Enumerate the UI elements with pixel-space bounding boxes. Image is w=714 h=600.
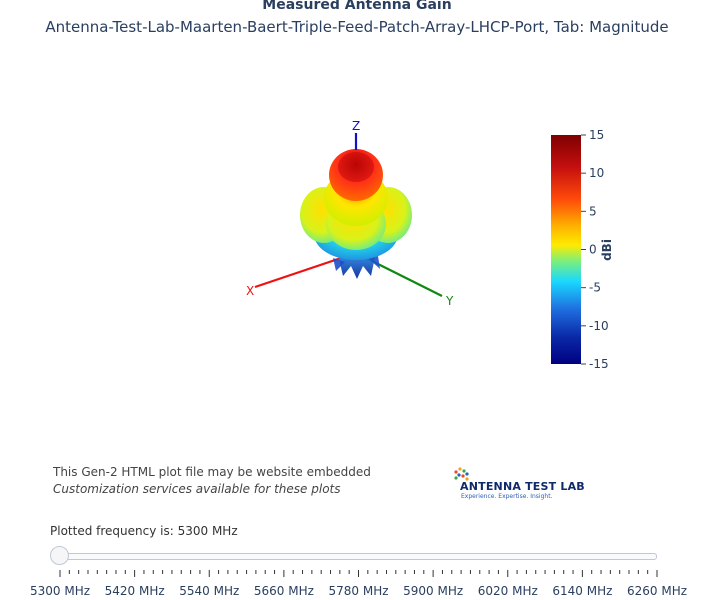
colorbar: 15 10 5 0 -5 -10 -15 dBi <box>551 128 614 371</box>
frequency-slider-track[interactable] <box>60 553 657 560</box>
colorbar-tick-label: 5 <box>589 204 597 218</box>
chart-subtitle: Antenna-Test-Lab-Maarten-Baert-Triple-Fe… <box>45 18 669 36</box>
slider-tick-label[interactable]: 5300 MHz <box>30 584 90 598</box>
slider-tick-label[interactable]: 6020 MHz <box>478 584 538 598</box>
customization-note: Customization services available for the… <box>53 482 341 496</box>
y-axis-label: Y <box>445 294 454 308</box>
frequency-current-value: 5300 MHz <box>177 524 238 538</box>
x-axis-label: X <box>246 284 254 298</box>
gain-pattern-surface[interactable] <box>300 149 412 279</box>
slider-tick-label[interactable]: 5540 MHz <box>179 584 239 598</box>
colorbar-tick-label: 15 <box>589 128 604 142</box>
z-axis-label: Z <box>352 119 360 133</box>
colorbar-tick-label: 10 <box>589 166 604 180</box>
chart-title: Measured Antenna Gain <box>262 0 452 13</box>
frequency-slider-ticks: 5300 MHz 5420 MHz 5540 MHz 5660 MHz 5780 MHz… <box>30 570 687 598</box>
logo-dots-icon <box>454 467 469 481</box>
logo-brand-text: ANTENNA TEST LAB <box>460 480 585 493</box>
frequency-slider-handle[interactable] <box>50 546 69 565</box>
embed-note: This Gen-2 HTML plot file may be website… <box>53 465 371 479</box>
slider-tick-label[interactable]: 6140 MHz <box>552 584 612 598</box>
antenna-test-lab-logo: ANTENNA TEST LAB Experience. Expertise. … <box>452 466 585 506</box>
colorbar-tick-label: -10 <box>589 319 609 333</box>
slider-tick-label[interactable]: 5660 MHz <box>254 584 314 598</box>
slider-tick-label[interactable]: 5420 MHz <box>105 584 165 598</box>
colorbar-gradient <box>551 135 581 364</box>
frequency-slider-label: Plotted frequency is: 5300 MHz <box>50 524 238 538</box>
colorbar-tick-label: 0 <box>589 243 597 257</box>
slider-tick-label[interactable]: 5780 MHz <box>328 584 388 598</box>
slider-tick-label[interactable]: 6260 MHz <box>627 584 687 598</box>
colorbar-tick-label: -5 <box>589 281 601 295</box>
logo-tagline-text: Experience. Expertise. Insight. <box>461 493 553 500</box>
slider-tick-label[interactable]: 5900 MHz <box>403 584 463 598</box>
colorbar-tick-label: -15 <box>589 357 609 371</box>
colorbar-title: dBi <box>600 239 614 261</box>
